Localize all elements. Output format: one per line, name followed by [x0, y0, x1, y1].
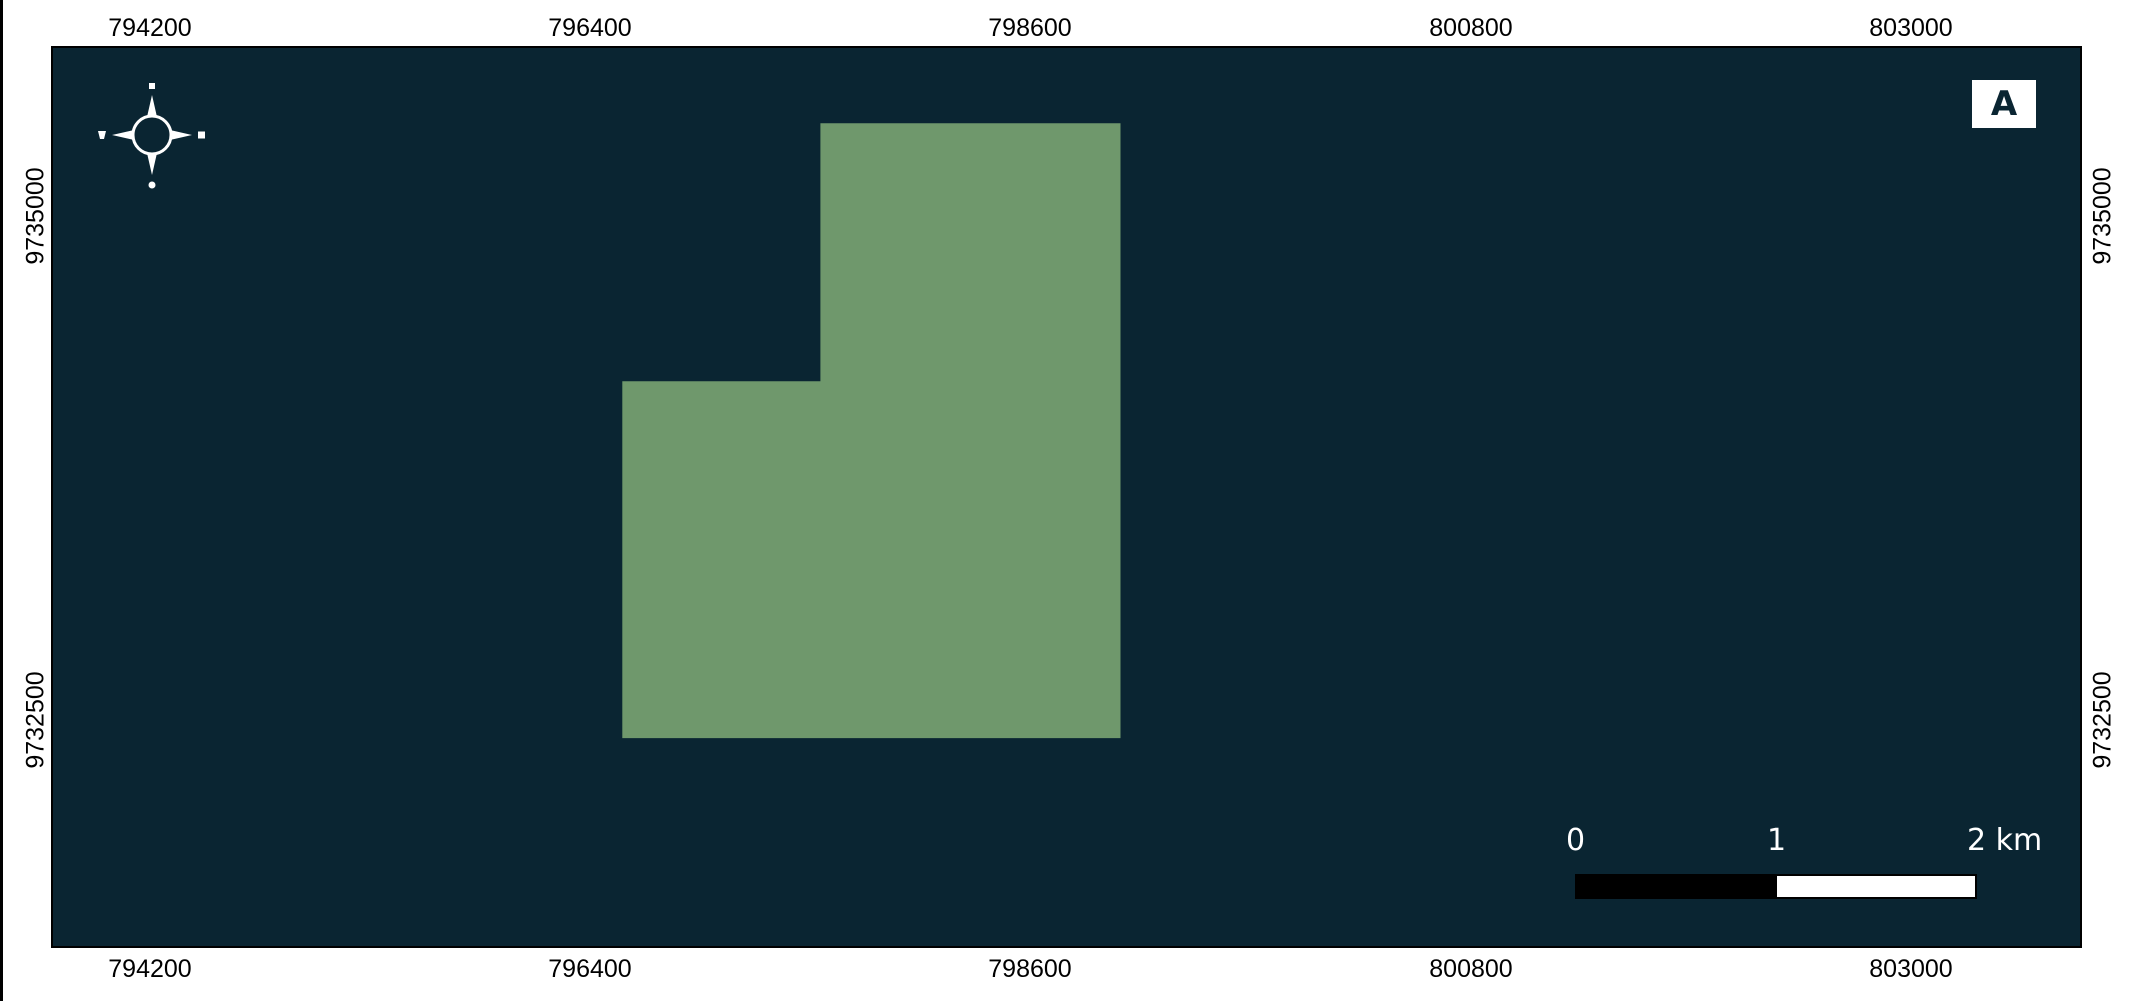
scale-bar-segment-white — [1777, 876, 1975, 897]
scale-label-2km: 2 km — [1967, 823, 2043, 858]
scale-bar — [1575, 874, 1977, 899]
x-tick-top-803000: 803000 — [1869, 14, 1953, 42]
scale-label-1: 1 — [1767, 823, 1787, 858]
y-tick-right-9732500: 9732500 — [2088, 671, 2117, 769]
x-tick-top-798600: 798600 — [988, 14, 1072, 42]
x-tick-top-796400: 796400 — [548, 14, 632, 42]
map-canvas — [622, 123, 1121, 739]
scale-label-0: 0 — [1566, 823, 1586, 858]
x-tick-bottom-796400: 796400 — [548, 955, 632, 983]
x-tick-bottom-794200: 794200 — [108, 955, 192, 983]
panel-label: A — [1972, 80, 2036, 128]
x-tick-bottom-798600: 798600 — [988, 955, 1072, 983]
x-tick-top-794200: 794200 — [108, 14, 192, 42]
y-tick-right-9735000: 9735000 — [2088, 167, 2117, 265]
x-tick-bottom-800800: 800800 — [1429, 955, 1513, 983]
scale-bar-segment-black — [1577, 876, 1777, 897]
map-frame — [51, 46, 2082, 948]
y-tick-left-9732500: 9732500 — [21, 671, 50, 769]
left-border-line — [0, 0, 3, 1001]
x-tick-bottom-803000: 803000 — [1869, 955, 1953, 983]
study-area-polygon — [622, 123, 1121, 739]
compass-rose-icon — [98, 83, 205, 189]
y-tick-left-9735000: 9735000 — [21, 167, 50, 265]
x-tick-top-800800: 800800 — [1429, 14, 1513, 42]
